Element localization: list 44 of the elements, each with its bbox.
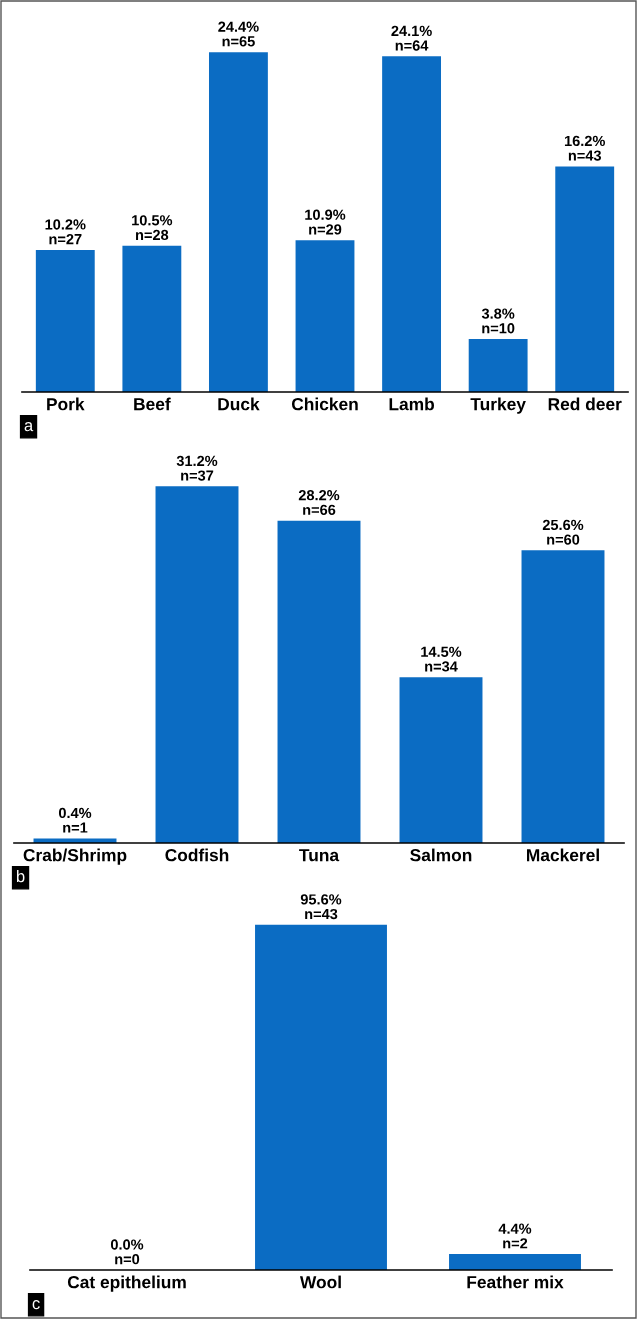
data-label: 95.6% n=43 [300, 894, 342, 920]
text: a [24, 422, 34, 432]
data-label: 0.0% n=0 [110, 1239, 144, 1265]
data-label: 16.2% n=43 [564, 135, 606, 161]
bar [295, 240, 355, 392]
x-tick-label: Codfish [165, 848, 229, 862]
data-label: 0.4% n=1 [58, 807, 92, 833]
x-tick-label: Feather mix [467, 1275, 564, 1289]
data-label: 25.6% n=60 [542, 519, 584, 545]
data-label: 24.4% n=65 [218, 21, 259, 47]
data-label: 28.2% n=66 [298, 490, 340, 515]
data-label: 14.5% n=34 [421, 646, 462, 672]
data-label: 4.4% n=2 [498, 1223, 532, 1249]
data-label: 10.2% n=27 [45, 219, 86, 245]
bar [555, 166, 615, 392]
x-tick-label: Salmon [410, 848, 472, 862]
x-tick-label: Mackerel [527, 848, 599, 862]
bar [277, 520, 361, 843]
x-tick-label: Tuna [299, 849, 340, 862]
x-tick-label: Wool [299, 1275, 341, 1289]
x-tick-label: Cat epithelium [67, 1275, 186, 1292]
x-tick-label: Lamb [389, 397, 435, 411]
bar [382, 56, 442, 392]
x-tick-label: Chicken [291, 397, 358, 411]
bar [35, 249, 95, 392]
bar [399, 677, 483, 843]
text: c [32, 1300, 40, 1310]
data-label: 31.2% n=37 [176, 455, 218, 481]
bar [208, 52, 268, 392]
data-label: 24.1% n=64 [391, 25, 432, 51]
x-tick-label: Beef [134, 397, 171, 411]
data-label: 10.5% n=28 [132, 215, 173, 241]
text: b [16, 870, 25, 883]
x-tick-label: Duck [218, 397, 260, 411]
bar [122, 245, 182, 392]
x-tick-label: Red deer [548, 397, 622, 411]
x-tick-label: Pork [47, 397, 85, 411]
x-tick-label: Turkey [470, 397, 526, 414]
bar [521, 550, 605, 843]
data-label: 3.8% n=10 [481, 308, 515, 334]
bar [155, 486, 239, 843]
data-label: 10.9% n=29 [305, 209, 346, 235]
bar [468, 339, 528, 392]
x-tick-label: Crab/Shrimp [23, 848, 127, 865]
